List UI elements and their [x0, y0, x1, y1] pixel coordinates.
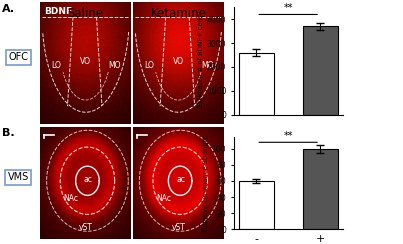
Text: B.: B.	[2, 128, 15, 138]
Text: ac: ac	[84, 175, 93, 184]
Text: NAc: NAc	[64, 194, 79, 203]
Text: OFC: OFC	[8, 52, 28, 62]
Text: Saline: Saline	[68, 7, 104, 20]
Text: NAc: NAc	[156, 194, 171, 203]
Bar	[303, 26, 338, 115]
Bar	[239, 53, 274, 115]
Text: Ketamine: Ketamine	[150, 7, 206, 20]
Text: MO: MO	[108, 61, 121, 70]
Text: **: **	[283, 3, 293, 13]
Bar	[303, 149, 338, 229]
Text: A.: A.	[2, 4, 15, 14]
Y-axis label: Relative Luminance Strength: Relative Luminance Strength	[203, 135, 209, 231]
Text: BDNF: BDNF	[44, 7, 72, 16]
Text: vST: vST	[79, 224, 93, 232]
Text: VO: VO	[173, 57, 184, 65]
Text: ac: ac	[177, 175, 185, 184]
Y-axis label: Estimated # of BDNF+ cells: Estimated # of BDNF+ cells	[198, 15, 204, 107]
Bar	[239, 181, 274, 229]
Text: VO: VO	[80, 57, 91, 65]
Text: LO: LO	[144, 61, 154, 70]
Text: **: **	[283, 131, 293, 141]
Text: vST: vST	[171, 224, 185, 232]
Text: LO: LO	[52, 61, 62, 70]
Text: MO: MO	[201, 61, 214, 70]
Text: VMS: VMS	[8, 173, 29, 182]
